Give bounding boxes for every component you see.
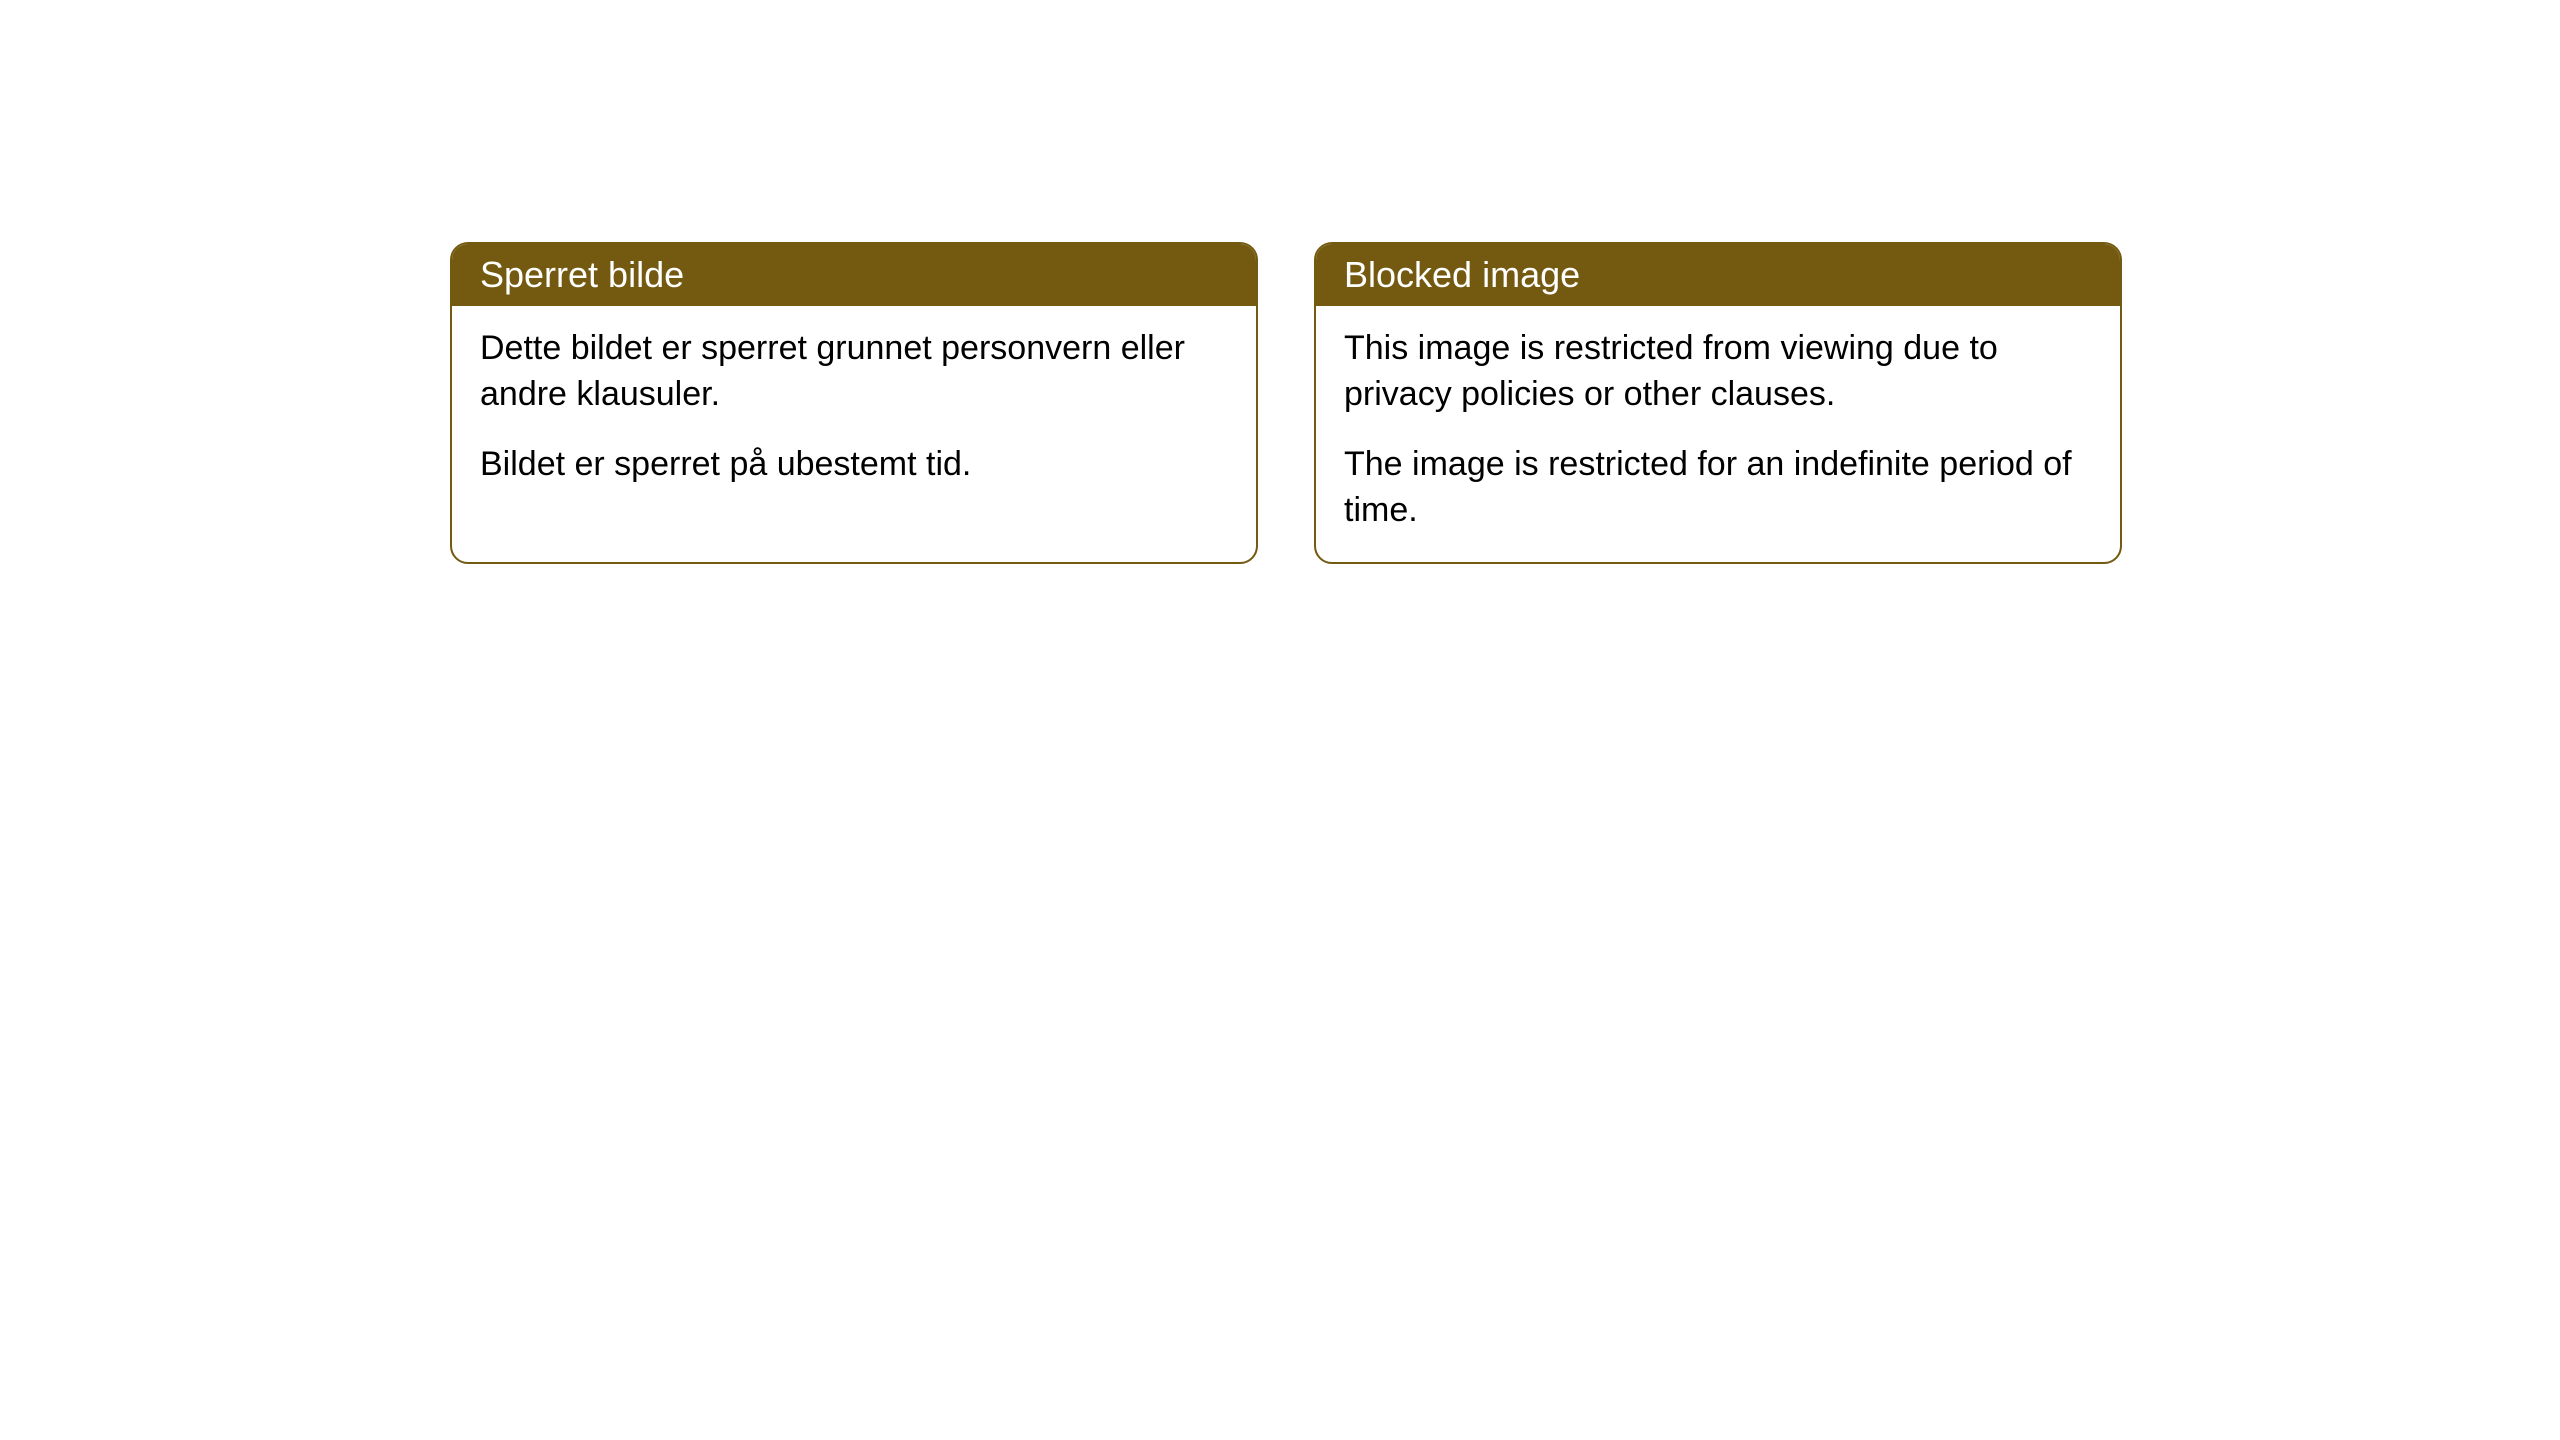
- notice-container: Sperret bilde Dette bildet er sperret gr…: [450, 242, 2122, 564]
- notice-header-english: Blocked image: [1316, 244, 2120, 306]
- notice-text-line1: This image is restricted from viewing du…: [1344, 326, 2092, 418]
- notice-box-english: Blocked image This image is restricted f…: [1314, 242, 2122, 564]
- notice-body-english: This image is restricted from viewing du…: [1316, 306, 2120, 562]
- notice-body-norwegian: Dette bildet er sperret grunnet personve…: [452, 306, 1256, 516]
- notice-text-line2: Bildet er sperret på ubestemt tid.: [480, 442, 1228, 488]
- notice-text-line1: Dette bildet er sperret grunnet personve…: [480, 326, 1228, 418]
- notice-header-norwegian: Sperret bilde: [452, 244, 1256, 306]
- notice-box-norwegian: Sperret bilde Dette bildet er sperret gr…: [450, 242, 1258, 564]
- notice-text-line2: The image is restricted for an indefinit…: [1344, 442, 2092, 534]
